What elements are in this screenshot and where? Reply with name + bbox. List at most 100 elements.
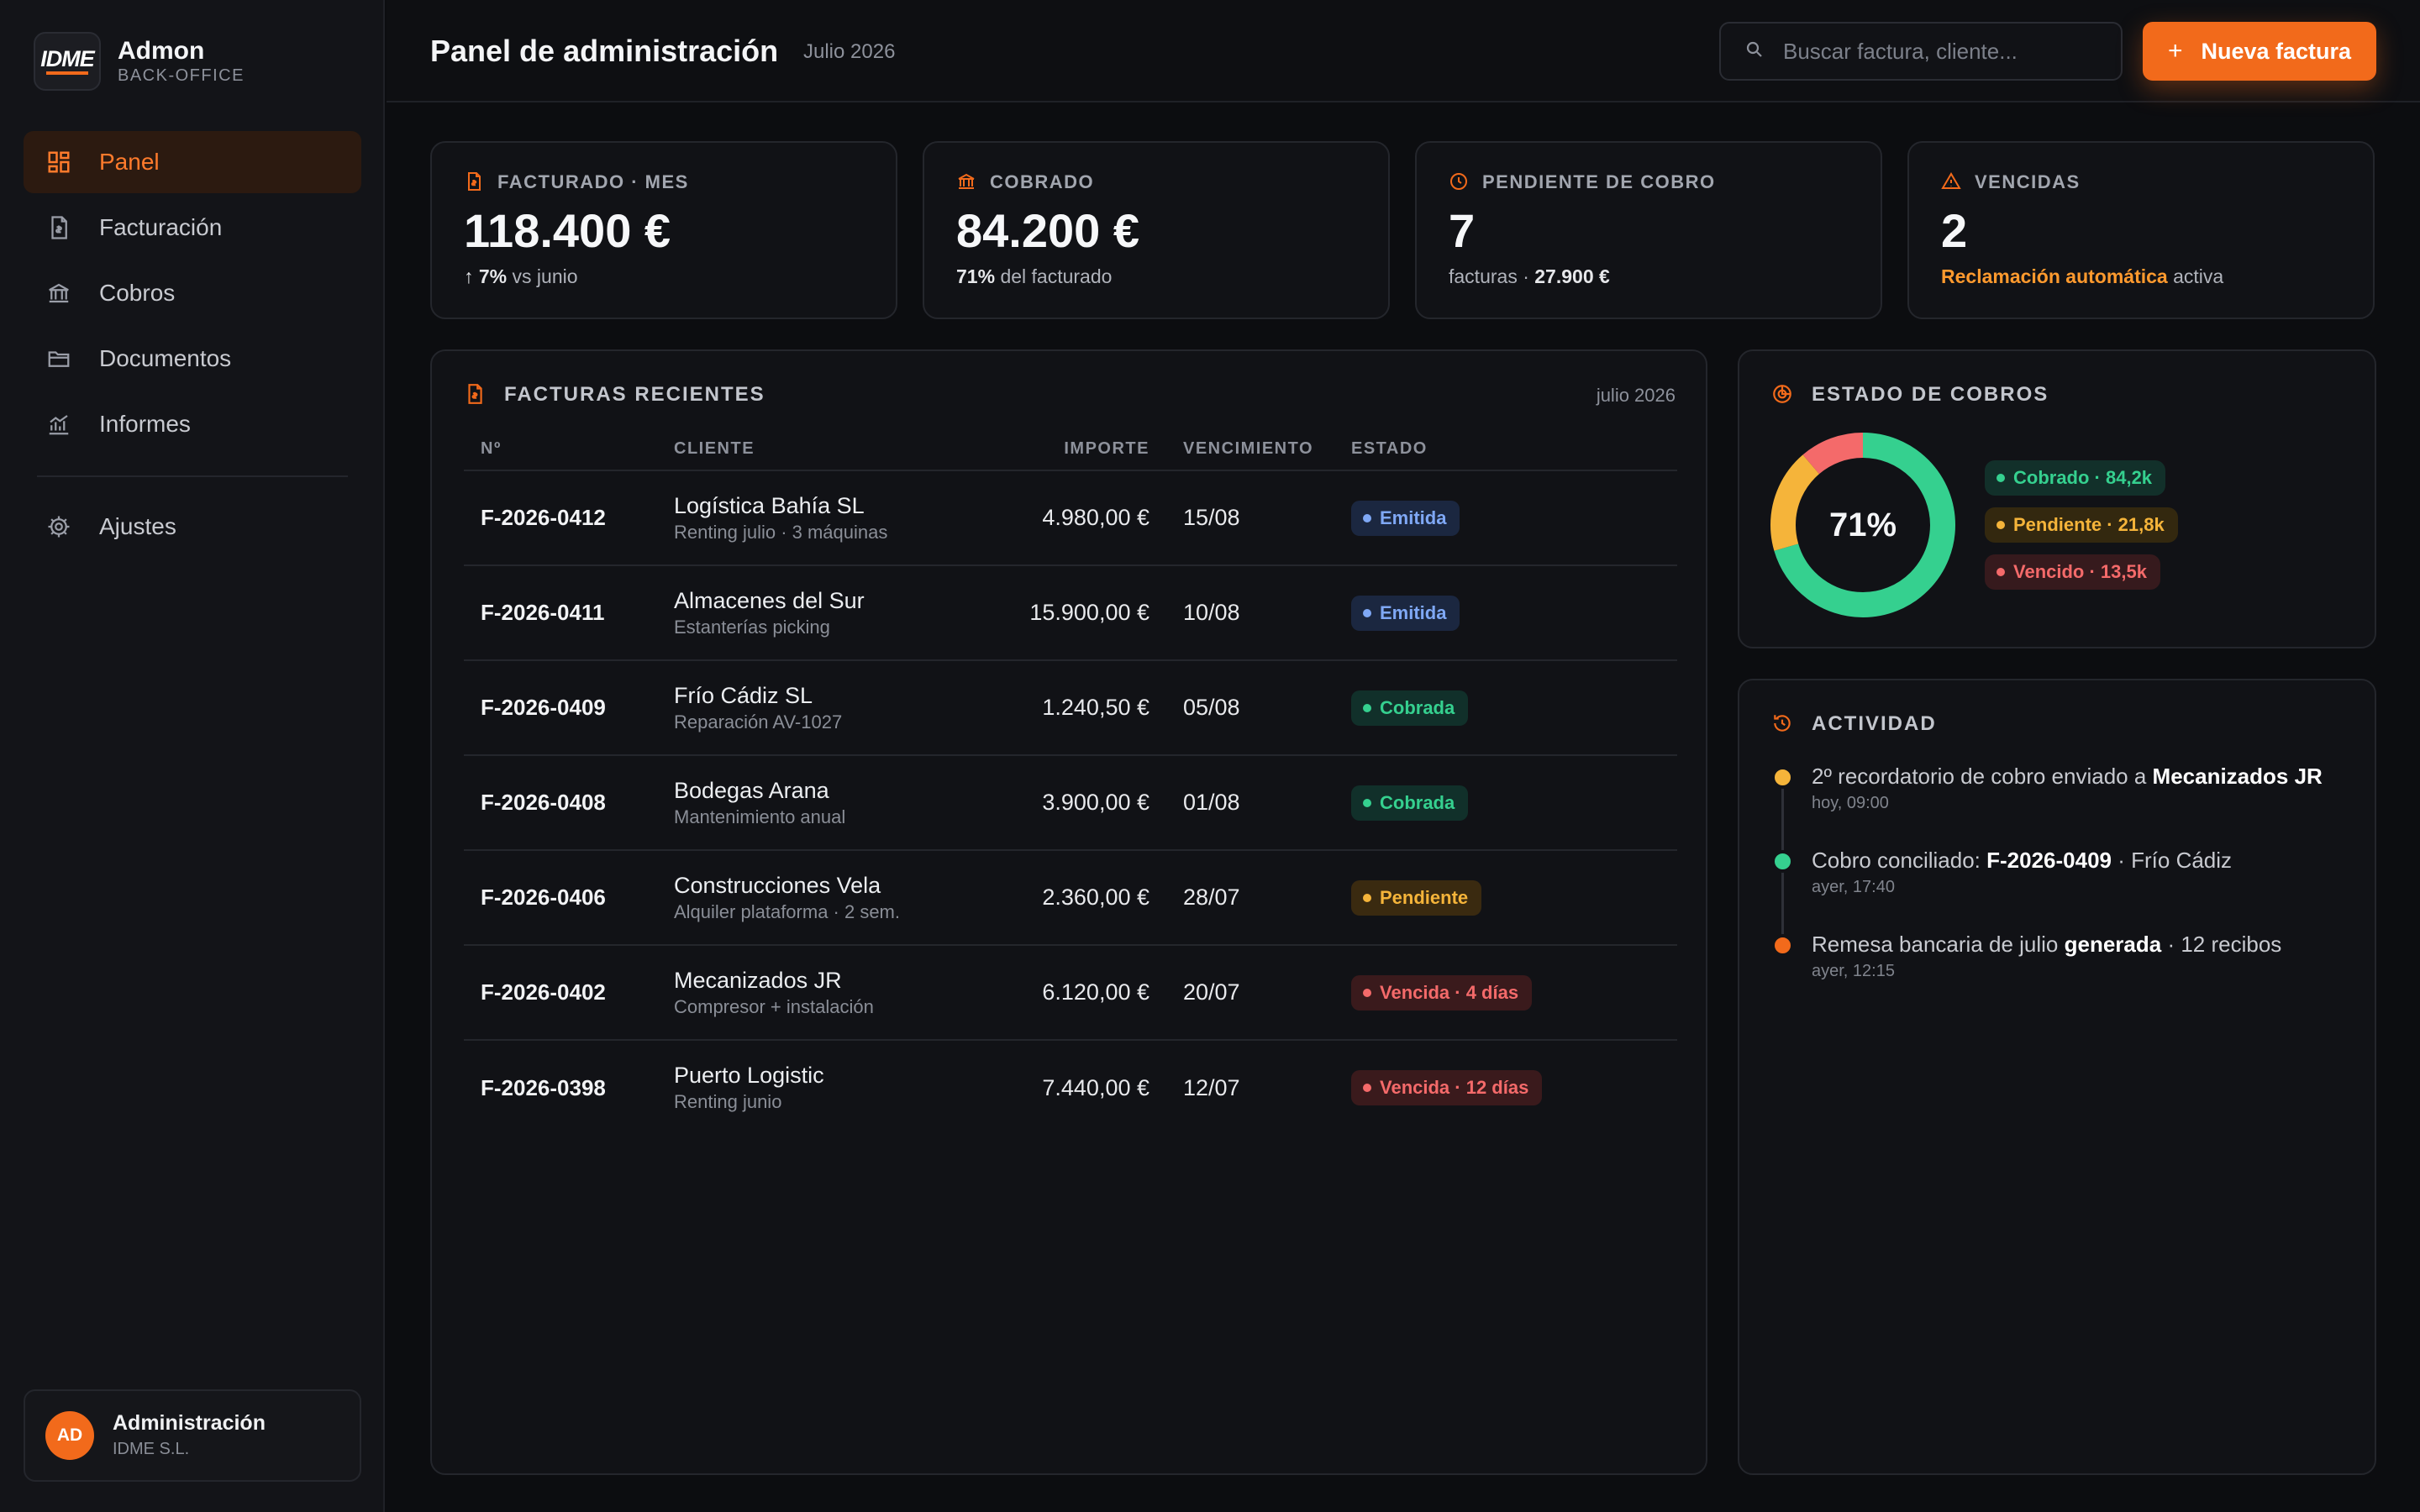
kpi-value: 7: [1449, 204, 1476, 257]
table-row[interactable]: F-2026-0409 Frío Cádiz SL Reparación AV-1…: [464, 660, 1677, 756]
invoice-number[interactable]: F-2026-0412: [464, 470, 674, 566]
sidebar-item-label: Ajustes: [99, 513, 176, 539]
donut-slice-vencido[interactable]: [1770, 433, 1955, 617]
sidebar-item-facturacion[interactable]: Facturación: [24, 197, 361, 259]
status-badge: Vencida · 12 días: [1351, 1070, 1543, 1105]
kpi-delta: ↑ 7%: [464, 265, 508, 287]
invoice-amount: 2.360,00 €: [1002, 850, 1150, 946]
plus-icon: +: [2167, 37, 2183, 65]
invoice-number[interactable]: F-2026-0402: [464, 945, 674, 1041]
new-invoice-label: Nueva factura: [2201, 38, 2352, 64]
brand-logo: IDME: [34, 32, 101, 91]
kpi-label: FACTURADO · MES: [497, 171, 689, 192]
invoice-number[interactable]: F-2026-0398: [481, 1074, 606, 1100]
invoice-number[interactable]: F-2026-0406: [464, 850, 674, 946]
kpi-note: del facturado: [1000, 265, 1113, 287]
invoices-table: Nº CLIENTE IMPORTE VENCIMIENTO ESTADO F-…: [464, 428, 1677, 1135]
kpi-label: PENDIENTE DE COBRO: [1482, 171, 1716, 192]
collection-status-panel: ESTADO DE COBROS 71% Cobrado · 84,2k Pen…: [1738, 349, 2376, 648]
invoice-due: 10/08: [1150, 565, 1351, 661]
table-row[interactable]: F-2026-0402 Mecanizados JR Compresor + in…: [464, 945, 1677, 1041]
activity-text: 2º recordatorio de cobro enviado a Mecan…: [1812, 764, 2323, 789]
invoice-number[interactable]: F-2026-0409: [464, 660, 674, 756]
col-header-status[interactable]: ESTADO: [1351, 428, 1677, 471]
kpi-highlight[interactable]: Reclamación automática: [1941, 265, 2168, 287]
brand[interactable]: IDME Admon BACK-OFFICE: [34, 32, 245, 91]
kpi-value: 84.200 €: [956, 204, 1139, 257]
activity-text: Cobro conciliado: F-2026-0409 · Frío Cád…: [1812, 848, 2233, 873]
avatar: AD: [45, 1411, 94, 1460]
search-box[interactable]: [1719, 22, 2123, 81]
brand-name: Admon: [118, 37, 205, 65]
legend-label: Cobrado · 84,2k: [2013, 467, 2153, 488]
timeline-dot: [1771, 850, 1794, 873]
bank-icon: [45, 280, 72, 307]
activity-time: hoy, 09:00: [1812, 794, 1889, 812]
sidebar-item-label: Documentos: [99, 345, 232, 371]
status-label: Vencida · 4 días: [1380, 981, 1519, 1003]
client-name: Logística Bahía SL: [674, 492, 865, 518]
invoice-due: 15/08: [1150, 470, 1351, 566]
invoice-amount: 6.120,00 €: [1002, 945, 1150, 1041]
activity-item[interactable]: 2º recordatorio de cobro enviado a Mecan…: [1771, 761, 2351, 845]
client-name: Puerto Logistic: [674, 1063, 824, 1088]
invoice-amount: 7.440,00 €: [1042, 1074, 1150, 1100]
logo-text: IDME: [40, 46, 94, 71]
folder-icon: [45, 345, 72, 372]
donut-svg: [1770, 433, 1955, 617]
col-header-no[interactable]: Nº: [464, 428, 674, 471]
user-card[interactable]: AD Administración IDME S.L.: [24, 1389, 361, 1482]
history-icon: [1771, 712, 1795, 736]
kpi-subtext: Reclamación automática activa: [1941, 265, 2373, 288]
col-header-client[interactable]: CLIENTE: [674, 428, 1002, 471]
activity-time: ayer, 17:40: [1812, 878, 1895, 896]
table-row[interactable]: F-2026-0412 Logística Bahía SL Renting ju…: [464, 470, 1677, 566]
dashboard-icon: [45, 149, 72, 176]
status-label: Vencida · 12 días: [1380, 1077, 1529, 1098]
nav-divider: [37, 475, 348, 477]
page-period: Julio 2026: [803, 40, 896, 63]
legend-label: Vencido · 13,5k: [2013, 561, 2147, 582]
recent-invoices-panel: FACTURAS RECIENTES julio 2026 Nº CLIENTE…: [430, 349, 1707, 1475]
col-header-due[interactable]: VENCIMIENTO: [1150, 428, 1351, 471]
client-desc: Renting junio: [674, 1091, 782, 1112]
sidebar-nav: Panel Facturación Cobros Documentos Info…: [24, 131, 361, 561]
invoice-amount: 4.980,00 €: [1002, 470, 1150, 566]
chart-legend: Cobrado · 84,2k Pendiente · 21,8k Vencid…: [1985, 460, 2178, 601]
table-row[interactable]: F-2026-0406 Construcciones Vela Alquiler …: [464, 850, 1677, 946]
invoice-due: 01/08: [1150, 755, 1351, 851]
sidebar-item-ajustes[interactable]: Ajustes: [24, 496, 361, 558]
status-badge: Cobrada: [1351, 785, 1469, 821]
invoice-due: 20/07: [1150, 945, 1351, 1041]
sidebar-item-label: Cobros: [99, 280, 176, 306]
sidebar-item-documentos[interactable]: Documentos: [24, 328, 361, 390]
activity-text: Remesa bancaria de julio generada · 12 r…: [1812, 932, 2282, 957]
warning-icon: [1941, 171, 1963, 193]
activity-item[interactable]: Remesa bancaria de julio generada · 12 r…: [1771, 929, 2351, 1013]
kpi-subtext: facturas · 27.900 €: [1449, 265, 1881, 288]
invoice-icon: [464, 171, 486, 193]
user-org: IDME S.L.: [113, 1440, 190, 1458]
client-name: Almacenes del Sur: [674, 587, 865, 613]
search-input[interactable]: [1783, 38, 2102, 65]
timeline-dot: [1771, 766, 1794, 789]
panel-title: ESTADO DE COBROS: [1812, 383, 2049, 406]
invoice-number[interactable]: F-2026-0408: [464, 755, 674, 851]
clock-icon: [1449, 171, 1470, 193]
table-row[interactable]: F-2026-0408 Bodegas Arana Mantenimiento a…: [464, 755, 1677, 851]
sidebar-item-cobros[interactable]: Cobros: [24, 262, 361, 324]
sidebar-item-panel[interactable]: Panel: [24, 131, 361, 193]
table-row[interactable]: F-2026-0398 Puerto Logistic Renting junio…: [464, 1040, 1677, 1135]
client-desc: Alquiler plataforma · 2 sem.: [674, 900, 900, 922]
legend-item-cobrado: Cobrado · 84,2k: [1985, 460, 2166, 496]
sidebar-item-informes[interactable]: Informes: [24, 393, 361, 455]
activity-item[interactable]: Cobro conciliado: F-2026-0409 · Frío Cád…: [1771, 845, 2351, 929]
table-row[interactable]: F-2026-0411 Almacenes del Sur Estanterías…: [464, 565, 1677, 661]
donut-slice-pendiente[interactable]: [1770, 433, 1955, 617]
panel-date: julio 2026: [1596, 385, 1676, 406]
col-header-amount[interactable]: IMPORTE: [1002, 428, 1150, 471]
invoice-number[interactable]: F-2026-0411: [464, 565, 674, 661]
legend-item-vencido: Vencido · 13,5k: [1985, 554, 2160, 590]
new-invoice-button[interactable]: + Nueva factura: [2143, 22, 2376, 81]
page-title: Panel de administración: [430, 34, 779, 68]
